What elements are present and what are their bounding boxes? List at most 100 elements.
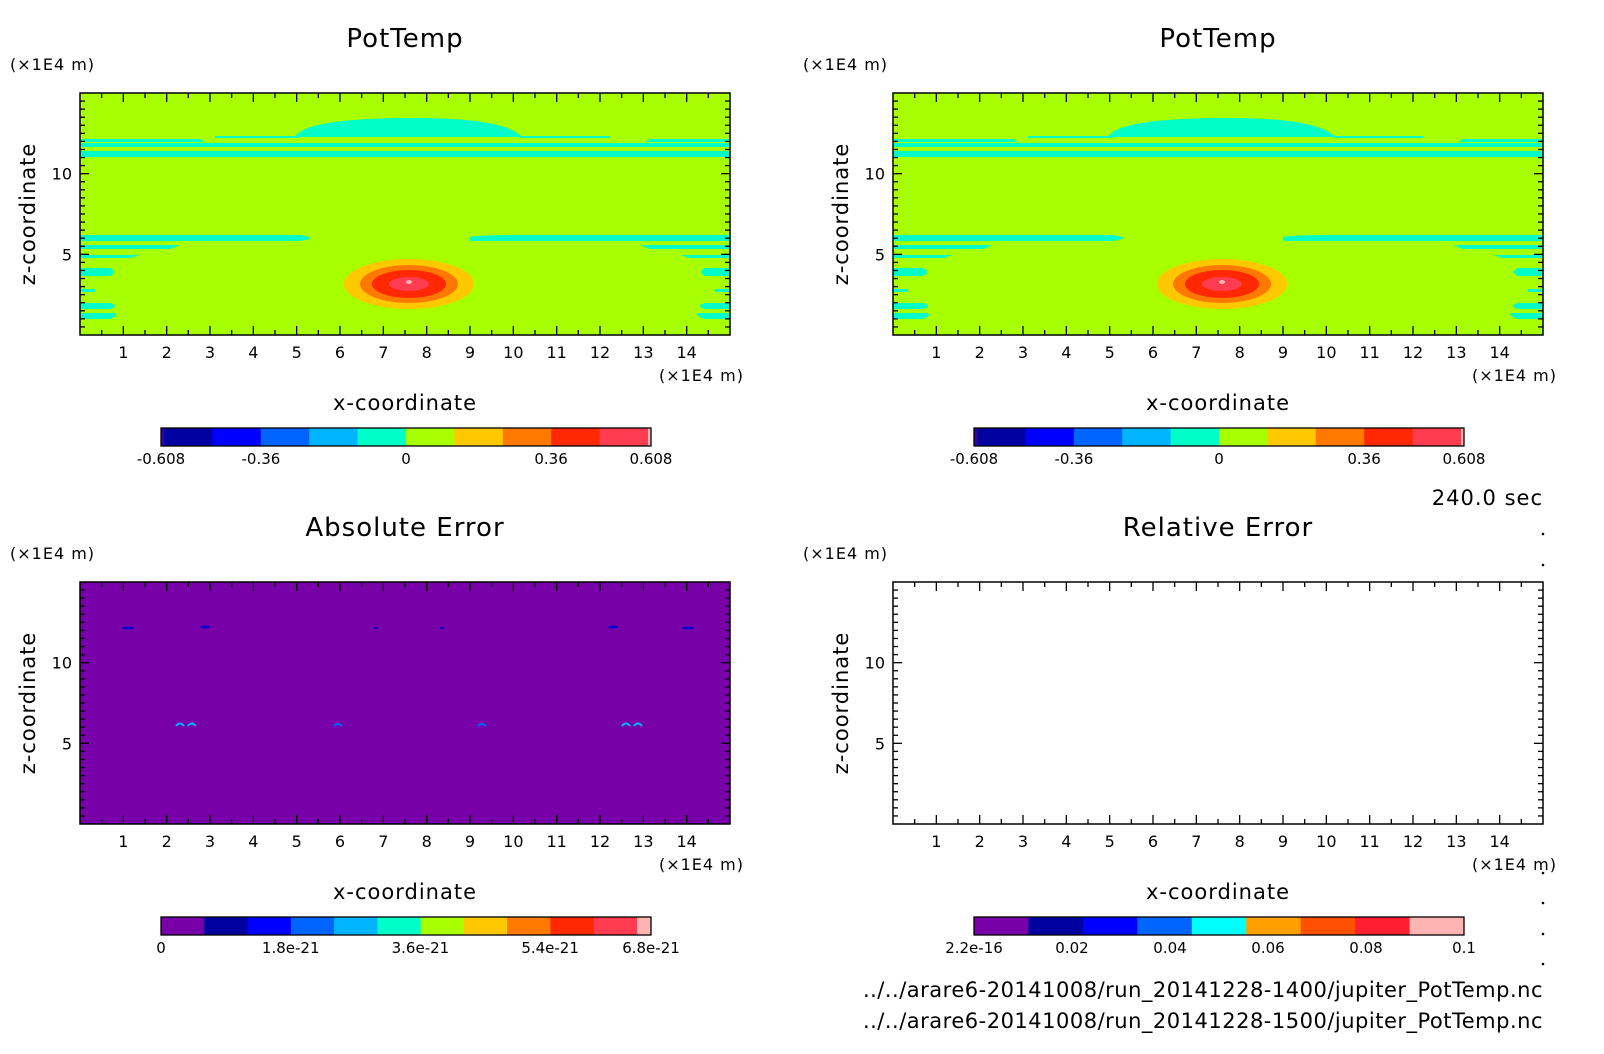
contour-band xyxy=(1458,139,1543,142)
x-tick-label: 14 xyxy=(1489,343,1509,362)
contour-band xyxy=(215,136,300,138)
x-tick-label: 2 xyxy=(975,343,985,362)
panel-title: PotTemp xyxy=(346,24,463,54)
panel-pottemp-right: PotTemp (×1E4 m) xyxy=(803,24,1556,468)
x-tick-label: 7 xyxy=(378,343,388,362)
x-tick-label: 1 xyxy=(118,832,128,851)
x-tick-label: 6 xyxy=(335,832,345,851)
x-tick-label: 14 xyxy=(1489,832,1509,851)
contour-band xyxy=(295,118,522,137)
x-tick-label: 11 xyxy=(546,832,566,851)
x-tick-label: 13 xyxy=(633,832,653,851)
contour-band xyxy=(640,245,730,249)
panel-title: Relative Error xyxy=(1123,513,1314,543)
colorbar-segment xyxy=(212,428,262,446)
colorbar-segment xyxy=(454,428,504,446)
colorbar-segment xyxy=(1412,428,1462,446)
x-tick-label: 3 xyxy=(205,343,215,362)
x-tick-label: 2 xyxy=(162,343,172,362)
error-speck xyxy=(682,626,694,630)
contour-band xyxy=(1108,118,1335,137)
colorbar-segment xyxy=(1246,917,1302,935)
colorbar-label: 0.04 xyxy=(1153,939,1186,957)
y-axis-label: z-coordinate xyxy=(829,143,853,286)
colorbar: 2.2e-16 0.02 0.04 0.06 0.08 0.1 xyxy=(945,916,1476,957)
colorbar-label: 0 xyxy=(1214,450,1224,468)
x-tick-label: 3 xyxy=(1018,832,1028,851)
contour-band xyxy=(893,139,1018,142)
x-axis-label: x-coordinate xyxy=(333,391,477,415)
x-axis-label: x-coordinate xyxy=(1146,880,1290,904)
x-tick-label: 5 xyxy=(1105,343,1115,362)
y-tick-label: 5 xyxy=(62,245,72,264)
contour-band xyxy=(893,268,927,276)
contour-band xyxy=(1453,245,1543,249)
file-path-1: ../../arare6-20141008/run_20141228-1400/… xyxy=(863,978,1543,1003)
colorbar-label: 0.36 xyxy=(534,450,567,468)
colorbar-label: 3.6e-21 xyxy=(392,939,450,957)
colorbar-segment xyxy=(1170,428,1220,446)
error-speck xyxy=(374,627,378,629)
colorbar-segment xyxy=(599,428,649,446)
colorbar-segment xyxy=(204,917,249,935)
colorbar-segment xyxy=(164,428,213,446)
contour-band xyxy=(80,255,140,258)
colorbar-segment xyxy=(550,917,595,935)
colorbar-segment xyxy=(507,917,551,935)
x-tick-label: 1 xyxy=(931,832,941,851)
x-tick-label: 2 xyxy=(162,832,172,851)
colorbar-label: 1.8e-21 xyxy=(262,939,320,957)
contour-band xyxy=(893,255,953,258)
file-path-2: ../../arare6-20141008/run_20141228-1500/… xyxy=(863,1009,1543,1034)
error-speck xyxy=(187,722,197,727)
x-tick-label: 2 xyxy=(975,832,985,851)
contour-band xyxy=(520,136,610,138)
x-unit-label: (×1E4 m) xyxy=(659,855,744,874)
contour-band xyxy=(893,245,993,249)
x-tick-label: 6 xyxy=(1148,832,1158,851)
x-tick-label: 5 xyxy=(292,343,302,362)
x-tick-label: 4 xyxy=(248,343,258,362)
colorbar: 0 1.8e-21 3.6e-21 5.4e-21 6.8e-21 xyxy=(156,916,680,957)
error-speck xyxy=(175,722,185,727)
contour-band xyxy=(645,139,730,142)
colorbar-label: -0.36 xyxy=(242,450,281,468)
colorbar-segment xyxy=(977,428,1026,446)
x-tick-label: 4 xyxy=(1061,832,1071,851)
x-tick-label: 8 xyxy=(1235,832,1245,851)
x-tick-label: 4 xyxy=(248,832,258,851)
x-tick-label: 7 xyxy=(1191,832,1201,851)
panel-relative-error: Relative Error (×1E4 m) 1 2 3 4 5 6 7 8 9 10 11 12 1… xyxy=(803,513,1556,957)
panel-title: Absolute Error xyxy=(305,513,504,543)
colorbar-label: 5.4e-21 xyxy=(521,939,579,957)
colorbar-segment xyxy=(406,428,455,446)
y-axis-label: z-coordinate xyxy=(16,632,40,775)
anomaly-peak xyxy=(1219,280,1225,284)
colorbar-segment xyxy=(1219,428,1268,446)
x-tick-label: 11 xyxy=(1359,343,1379,362)
heatmap-field xyxy=(893,582,1543,824)
colorbar-segment xyxy=(1122,428,1172,446)
x-tick-label: 9 xyxy=(1278,343,1288,362)
error-speck xyxy=(440,627,444,629)
x-axis-label: x-coordinate xyxy=(1146,391,1290,415)
colorbar-label: 0 xyxy=(401,450,411,468)
x-tick-label: 6 xyxy=(335,343,345,362)
x-tick-label: 8 xyxy=(1235,343,1245,362)
colorbar-segment xyxy=(260,428,310,446)
y-tick-label: 10 xyxy=(52,654,72,673)
colorbar-segment xyxy=(974,917,1029,935)
y-tick-label: 10 xyxy=(865,165,885,184)
contour-band xyxy=(1510,313,1543,319)
x-tick-label: 1 xyxy=(931,343,941,362)
colorbar-segment xyxy=(1355,917,1411,935)
contour-band xyxy=(893,313,929,319)
x-tick-label: 6 xyxy=(1148,343,1158,362)
contour-band xyxy=(470,235,730,241)
heatmap-field xyxy=(893,93,1543,335)
contour-band xyxy=(80,235,310,241)
error-speck xyxy=(633,722,643,727)
